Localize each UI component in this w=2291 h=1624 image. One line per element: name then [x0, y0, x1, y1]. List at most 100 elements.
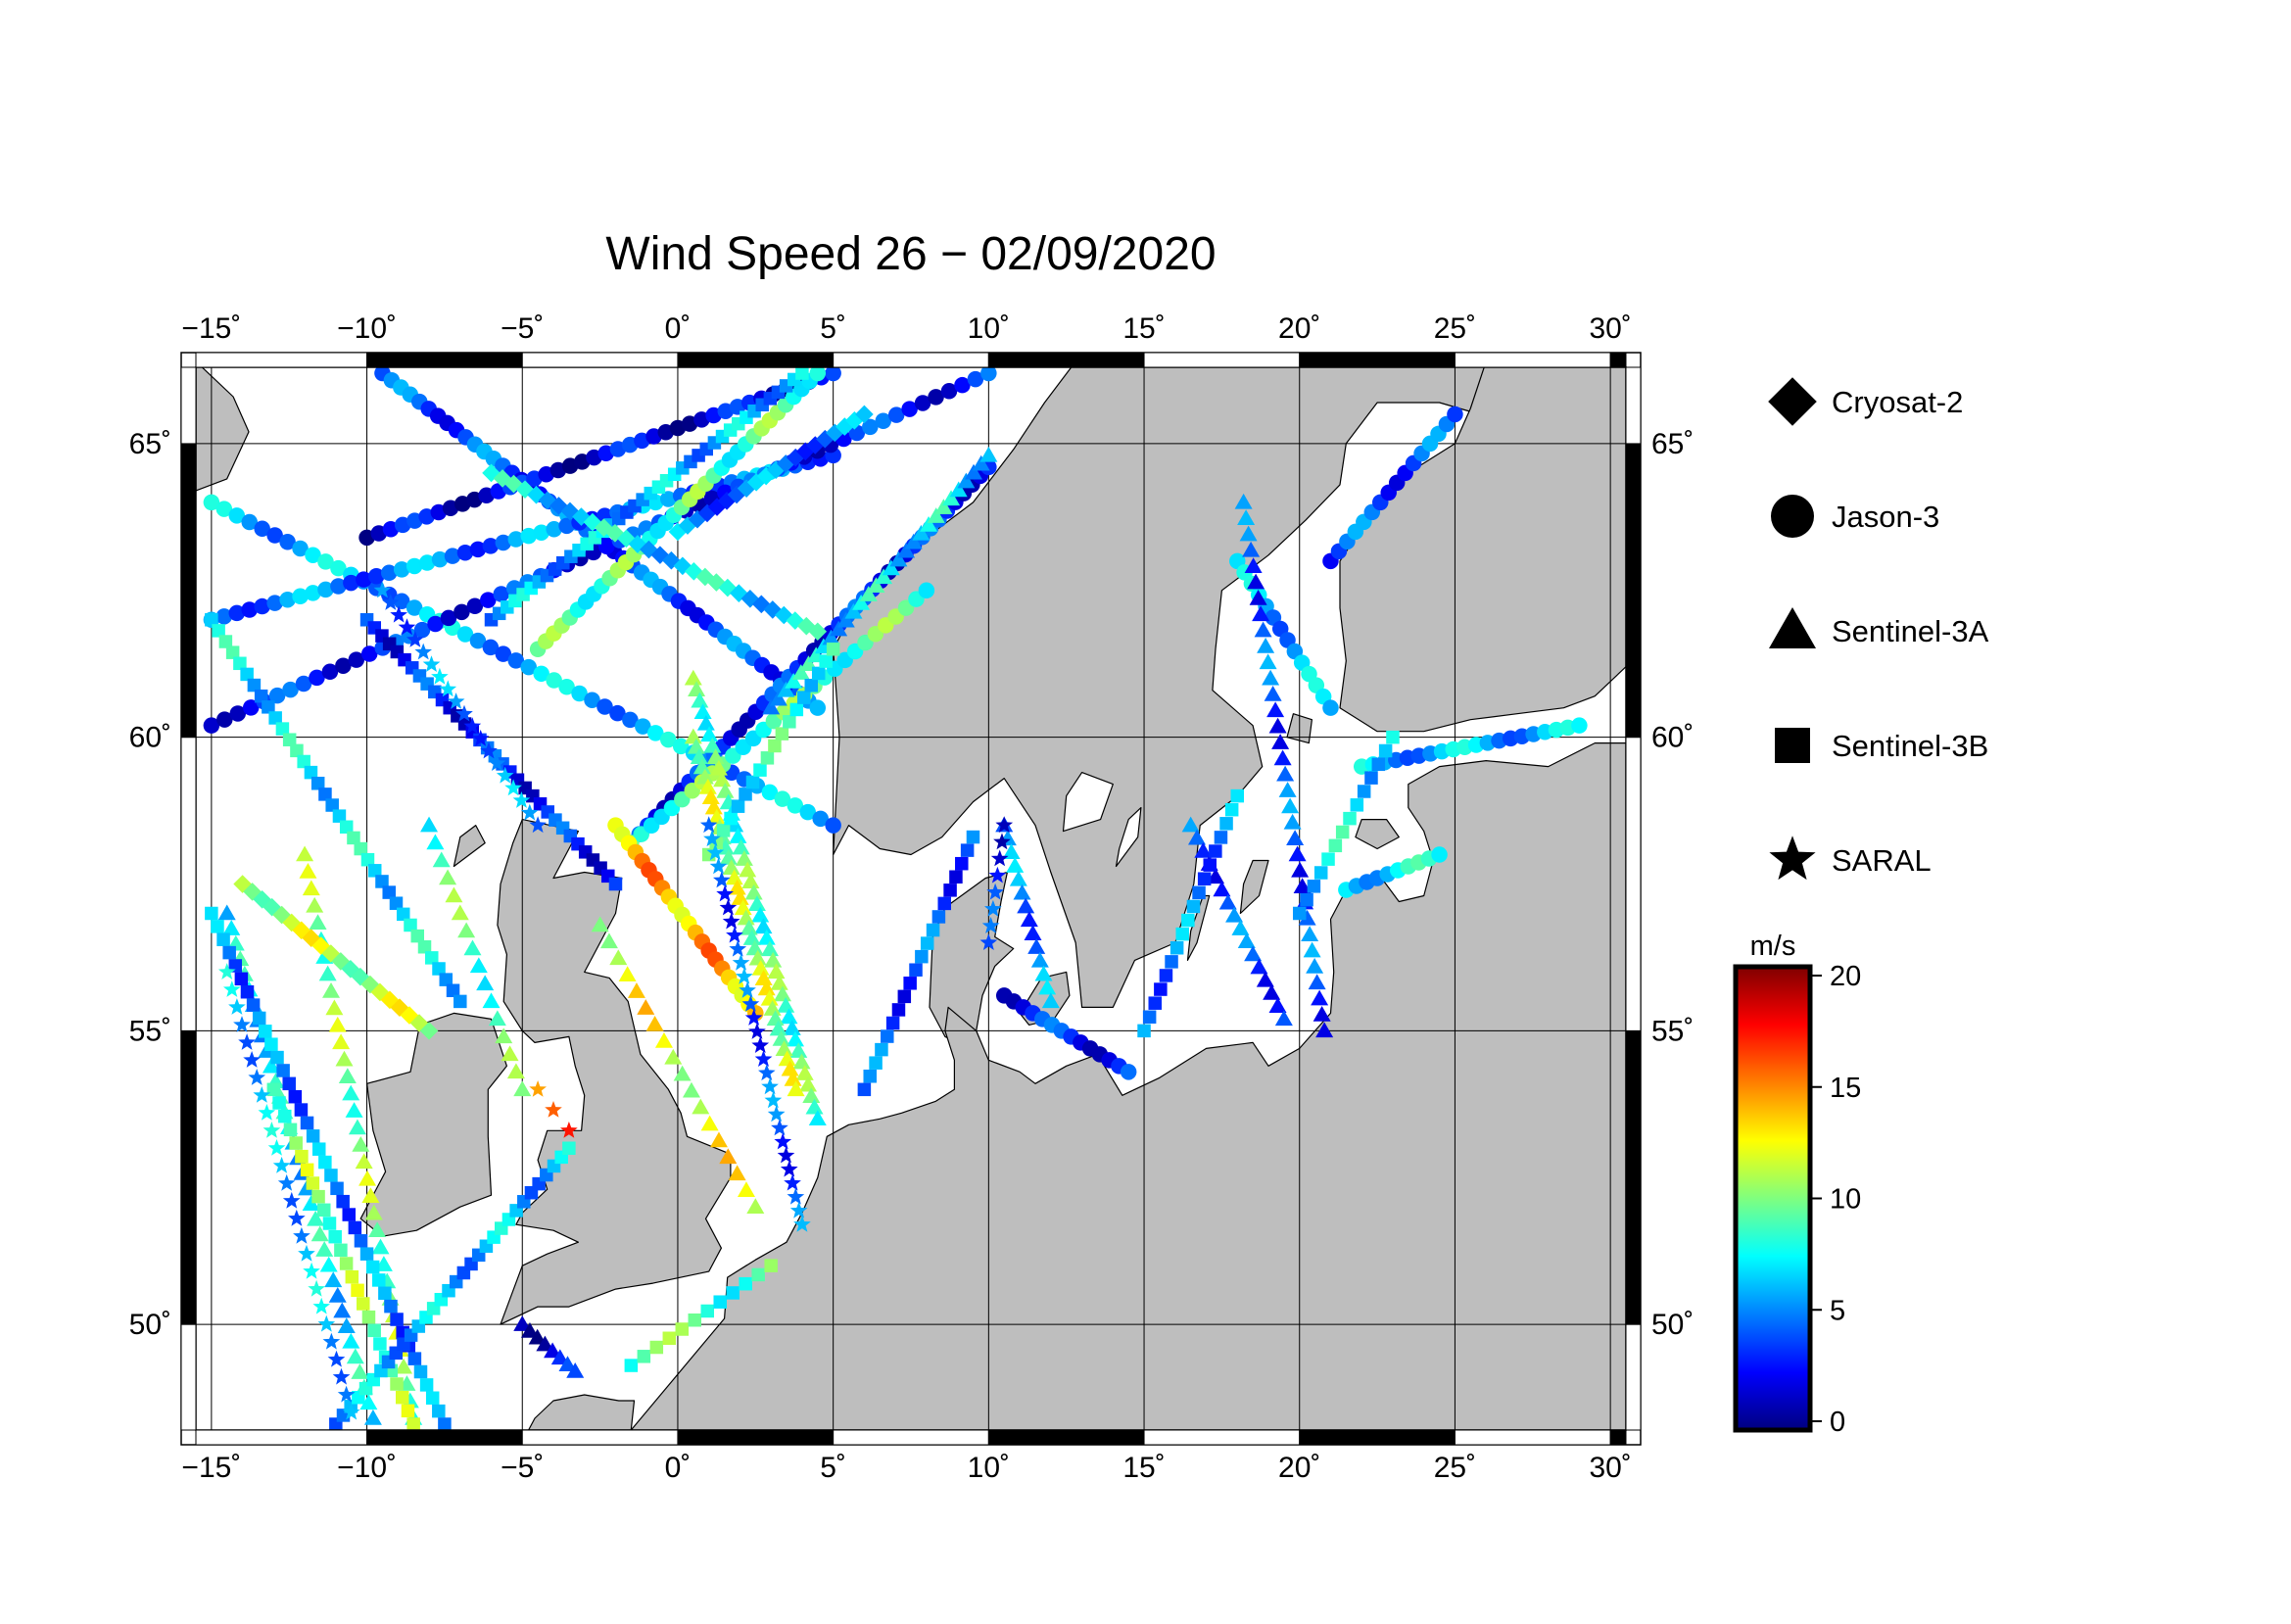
- data-point: [1271, 734, 1290, 749]
- data-point: [934, 499, 953, 514]
- track-sentinel-3b: [701, 642, 840, 862]
- data-point: [673, 1065, 692, 1081]
- data-point: [212, 624, 225, 638]
- data-point: [937, 896, 951, 911]
- data-point: [417, 939, 432, 954]
- data-point: [309, 914, 327, 931]
- data-point: [741, 995, 760, 1012]
- data-point: [995, 816, 1014, 834]
- data-point: [583, 512, 602, 532]
- data-point: [1283, 813, 1302, 830]
- frame-segment: [180, 737, 197, 1031]
- data-point: [368, 567, 385, 585]
- data-point: [780, 1008, 798, 1025]
- data-point: [431, 667, 449, 685]
- data-point: [401, 1404, 415, 1418]
- data-point: [359, 1394, 378, 1410]
- data-point: [1186, 899, 1201, 914]
- frame-segment: [1299, 352, 1456, 368]
- data-point: [609, 704, 626, 722]
- data-point: [1447, 406, 1463, 423]
- data-point: [949, 481, 968, 498]
- data-point: [732, 953, 750, 971]
- data-point: [321, 663, 339, 681]
- lon-tick-label: 20˚: [1278, 312, 1320, 345]
- data-point: [1230, 788, 1245, 803]
- data-point: [306, 896, 324, 913]
- data-point: [495, 1027, 513, 1044]
- data-point: [1159, 969, 1173, 982]
- data-point: [771, 1119, 788, 1136]
- data-point: [875, 412, 892, 430]
- data-point: [360, 852, 375, 867]
- track-saral: [699, 816, 811, 1232]
- data-point: [875, 568, 893, 585]
- data-point: [370, 982, 390, 1002]
- data-point: [453, 603, 470, 621]
- data-point: [857, 1082, 872, 1097]
- data-point: [406, 599, 423, 616]
- data-point: [787, 797, 804, 814]
- data-point: [318, 788, 332, 801]
- data-point: [495, 645, 512, 662]
- data-point: [965, 463, 983, 480]
- data-point: [307, 1210, 325, 1226]
- data-point: [334, 1243, 348, 1258]
- data-point: [918, 582, 935, 599]
- data-point: [967, 370, 984, 388]
- data-point: [279, 591, 296, 608]
- data-point: [560, 1122, 578, 1138]
- data-point: [203, 494, 220, 511]
- data-point: [504, 474, 523, 494]
- data-point: [1256, 971, 1274, 987]
- lon-tick-label: 15˚: [1122, 312, 1165, 345]
- data-point: [775, 1040, 793, 1056]
- data-point: [1169, 940, 1184, 955]
- data-point: [1244, 945, 1263, 962]
- data-point: [298, 1244, 315, 1262]
- track-cryosat-2: [668, 405, 874, 542]
- data-point: [247, 678, 262, 693]
- data-point: [328, 1016, 347, 1032]
- data-point: [609, 949, 628, 966]
- data-point: [775, 727, 789, 740]
- track-sentinel-3a: [513, 1315, 585, 1378]
- saaremaa-island: [1355, 818, 1400, 850]
- data-point: [719, 1148, 738, 1165]
- data-point: [739, 1276, 752, 1291]
- data-point: [744, 1009, 763, 1026]
- data-point: [825, 367, 841, 382]
- data-point: [1213, 881, 1231, 897]
- data-point: [777, 681, 795, 697]
- star-marker-icon: [1769, 836, 1816, 881]
- data-point: [282, 1191, 301, 1209]
- data-point: [1315, 1022, 1334, 1038]
- data-point: [1027, 938, 1046, 954]
- data-point: [317, 1203, 331, 1218]
- data-point: [726, 1286, 740, 1300]
- data-point: [942, 490, 961, 506]
- data-point: [690, 748, 708, 764]
- data-point: [246, 998, 261, 1012]
- data-point: [940, 383, 958, 400]
- data-point: [310, 1225, 329, 1242]
- data-point: [777, 997, 795, 1013]
- data-point: [371, 1238, 390, 1255]
- data-point: [799, 1075, 818, 1092]
- data-point: [488, 1010, 506, 1027]
- data-point: [1017, 897, 1035, 914]
- data-point: [979, 933, 998, 950]
- data-point: [292, 540, 309, 557]
- gotland-island: [1239, 859, 1269, 915]
- data-point: [300, 1116, 314, 1130]
- data-point: [288, 1209, 306, 1226]
- data-point: [915, 949, 929, 964]
- lat-tick-label: 60˚: [1651, 722, 1694, 754]
- data-point: [863, 1070, 877, 1083]
- data-point: [311, 1142, 326, 1156]
- data-point: [342, 1208, 357, 1221]
- data-point: [1024, 925, 1042, 940]
- data-point: [317, 581, 334, 598]
- lon-tick-label: −15˚: [181, 1452, 241, 1484]
- data-point: [688, 1313, 702, 1327]
